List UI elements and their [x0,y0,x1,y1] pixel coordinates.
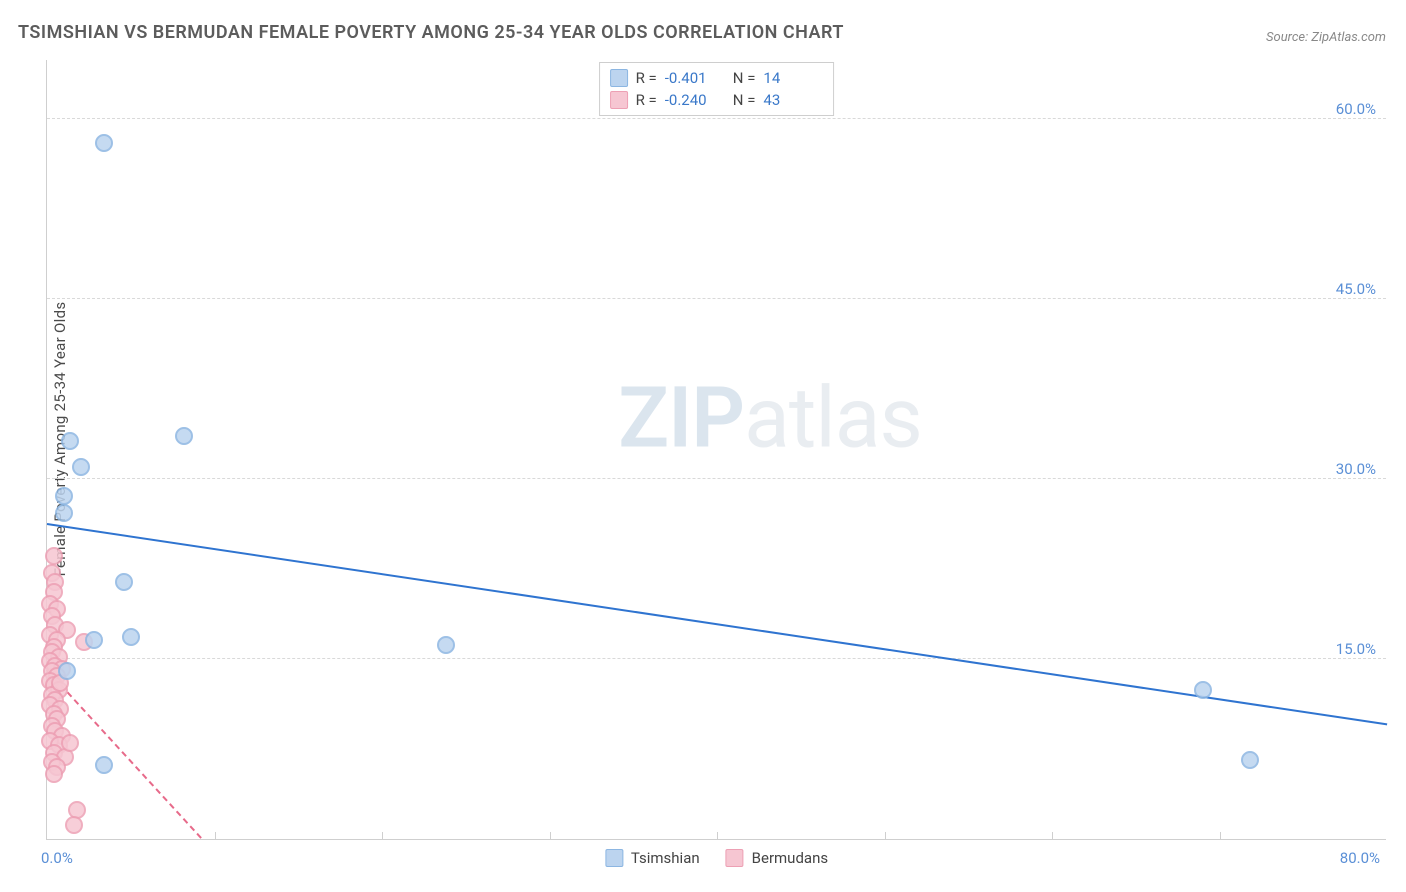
x-tick [215,832,216,840]
gridline [47,298,1386,299]
legend-series: Tsimshian Bermudans [605,849,828,867]
x-tick [885,832,886,840]
r-label: R = [636,67,657,89]
n-label: N = [733,89,756,111]
data-point [65,816,83,834]
data-point [437,636,455,654]
legend-label-bermudans: Bermudans [752,849,828,867]
gridline [47,658,1386,659]
gridline [47,478,1386,479]
data-point [85,631,103,649]
x-tick [550,832,551,840]
data-point [175,427,193,445]
x-axis-min-label: 0.0% [41,849,73,867]
y-tick-label: 45.0% [1336,280,1376,298]
chart-container: TSIMSHIAN VS BERMUDAN FEMALE POVERTY AMO… [0,0,1406,892]
legend-label-tsimshian: Tsimshian [631,849,700,867]
gridline [47,118,1386,119]
x-axis-max-label: 80.0% [1340,849,1380,867]
watermark: ZIPatlas [618,369,922,468]
plot-area: ZIPatlas R = -0.401 N = 14 R = -0.240 N … [46,60,1386,840]
n-value-tsimshian: 14 [763,67,823,89]
trend-line [47,523,1387,725]
data-point [115,573,133,591]
x-tick [382,832,383,840]
y-tick-label: 30.0% [1336,460,1376,478]
legend-item-tsimshian: Tsimshian [605,849,700,867]
x-tick [1220,832,1221,840]
swatch-tsimshian [610,69,628,87]
n-value-bermudans: 43 [763,89,823,111]
swatch-bermudans [610,91,628,109]
r-value-tsimshian: -0.401 [665,67,725,89]
data-point [122,628,140,646]
data-point [1241,751,1259,769]
r-label: R = [636,89,657,111]
data-point [45,547,63,565]
legend-correlation: R = -0.401 N = 14 R = -0.240 N = 43 [599,62,835,116]
swatch-bermudans-icon [726,849,744,867]
x-tick [717,832,718,840]
source-attribution: Source: ZipAtlas.com [1266,30,1386,45]
legend-item-bermudans: Bermudans [726,849,828,867]
data-point [58,662,76,680]
y-tick-label: 60.0% [1336,100,1376,118]
r-value-bermudans: -0.240 [665,89,725,111]
data-point [61,734,79,752]
watermark-rest: atlas [744,369,922,468]
legend-row-tsimshian: R = -0.401 N = 14 [610,67,824,89]
x-tick [1052,832,1053,840]
y-tick-label: 15.0% [1336,640,1376,658]
watermark-bold: ZIP [618,369,744,468]
chart-title: TSIMSHIAN VS BERMUDAN FEMALE POVERTY AMO… [18,22,844,43]
data-point [95,134,113,152]
data-point [72,458,90,476]
data-point [1194,681,1212,699]
data-point [55,487,73,505]
legend-row-bermudans: R = -0.240 N = 43 [610,89,824,111]
data-point [55,504,73,522]
swatch-tsimshian-icon [605,849,623,867]
data-point [95,756,113,774]
data-point [61,432,79,450]
data-point [45,765,63,783]
n-label: N = [733,67,756,89]
